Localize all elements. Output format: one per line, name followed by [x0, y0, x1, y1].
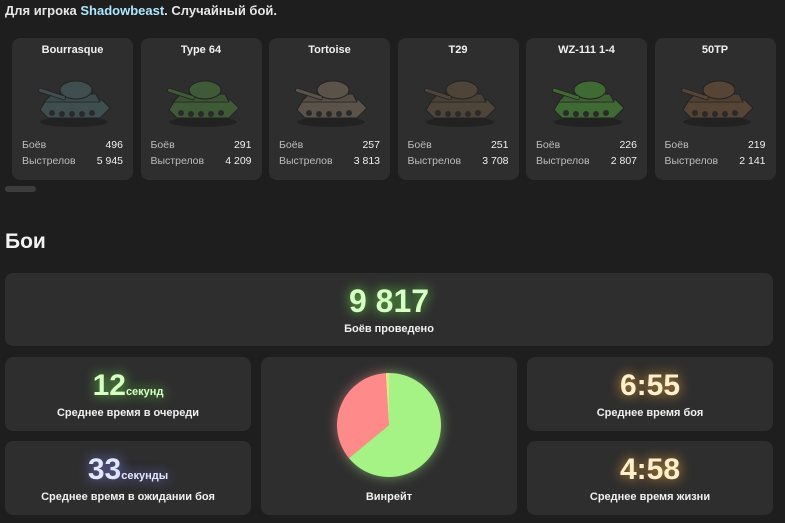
- tank-battles-row: Боёв 226: [536, 139, 637, 151]
- tank-battles-label: Боёв: [536, 139, 561, 151]
- tank-shots-label: Выстрелов: [407, 155, 462, 167]
- wait-time-value: 33: [87, 453, 122, 486]
- tank-shots-label: Выстрелов: [536, 155, 590, 167]
- tank-shots-row: Выстрелов 3 708: [408, 155, 509, 167]
- tank-battles-row: Боёв 496: [22, 139, 123, 151]
- battle-time-label: Среднее время боя: [596, 407, 704, 419]
- tank-card[interactable]: 50TP Боёв 219 Выстрелов 2 141: [654, 38, 776, 180]
- wait-time-unit: секунды: [121, 470, 169, 482]
- tank-card[interactable]: T29 Боёв 251 Выстрелов 3 708: [397, 38, 519, 180]
- tank-shots-label: Выстрелов: [279, 155, 333, 167]
- tank-shots-value: 3 813: [353, 155, 380, 167]
- tank-name: Type 64: [180, 44, 222, 56]
- queue-time-card: 12секунд Среднее время в очереди: [5, 357, 251, 431]
- battles-total-card: 9 817 Боёв проведено: [5, 273, 773, 346]
- tank-name: Tortoise: [308, 44, 351, 56]
- tank-name: WZ-111 1-4: [558, 44, 615, 56]
- tank-shots-value: 4 209: [225, 155, 252, 167]
- page-header: Для игрока Shadowbeast. Случайный бой.: [5, 3, 277, 18]
- queue-time-unit: секунд: [125, 386, 164, 398]
- tank-battles-row: Боёв 219: [665, 139, 766, 151]
- life-time-value: 4:58: [619, 453, 681, 486]
- tank-battles-label: Боёв: [279, 139, 304, 151]
- carousel-scrollbar[interactable]: [5, 186, 36, 192]
- wait-time-value-wrap: 33секунды: [5, 453, 251, 487]
- queue-time-value-wrap: 12секунд: [5, 369, 251, 403]
- winrate-label: Винрейт: [365, 491, 413, 503]
- tank-battles-value: 291: [233, 139, 252, 151]
- wait-time-label: Среднее время в ожидании боя: [41, 491, 215, 503]
- battle-time-value: 6:55: [619, 369, 681, 402]
- tank-image: [166, 80, 240, 127]
- header-suffix: . Случайный бой.: [164, 3, 278, 18]
- tank-battles-row: Боёв 257: [279, 139, 380, 151]
- tank-shots-row: Выстрелов 4 209: [151, 155, 252, 167]
- tank-battles-value: 226: [619, 139, 637, 151]
- winrate-win-slice: [348, 373, 441, 477]
- tank-image: [680, 80, 754, 127]
- tank-name: Bourrasque: [41, 44, 104, 56]
- tank-shots-row: Выстрелов 2 807: [536, 155, 637, 167]
- tank-battles-row: Боёв 251: [408, 139, 509, 151]
- tank-battles-value: 257: [362, 139, 380, 151]
- tank-image: [295, 80, 368, 127]
- winrate-draw-slice: [385, 373, 389, 425]
- tank-shots-label: Выстрелов: [150, 155, 205, 167]
- winrate-card: Винрейт: [261, 357, 517, 515]
- tank-shots-value: 5 945: [96, 155, 123, 167]
- player-name-link[interactable]: Shadowbeast: [80, 3, 165, 18]
- queue-time-value: 12: [92, 369, 126, 402]
- tank-image: [38, 80, 111, 127]
- tank-card[interactable]: Type 64 Боёв 291 Выстрелов 4 209: [140, 38, 262, 180]
- tank-card[interactable]: WZ-111 1-4 Боёв 226 Выстрелов 2 807: [526, 38, 647, 180]
- tank-card[interactable]: Bourrasque Боёв 496 Выстрелов 5 945: [12, 38, 133, 180]
- tank-battles-value: 496: [105, 139, 123, 151]
- tank-battles-value: 251: [490, 139, 509, 151]
- tank-battles-label: Боёв: [22, 139, 47, 151]
- tank-name: 50TP: [701, 44, 729, 56]
- tank-shots-row: Выстрелов 2 141: [665, 155, 766, 167]
- tank-name: T29: [448, 44, 468, 56]
- tank-shots-row: Выстрелов 5 945: [22, 155, 123, 167]
- life-time-label: Среднее время жизни: [589, 491, 711, 503]
- tank-battles-label: Боёв: [150, 139, 175, 151]
- battles-total-value: 9 817: [348, 283, 430, 319]
- header-prefix: Для игрока: [5, 3, 77, 18]
- tank-shots-value: 2 141: [739, 155, 766, 167]
- tank-shots-value: 3 708: [482, 155, 509, 167]
- life-time-card: 4:58 Среднее время жизни: [527, 441, 773, 515]
- winrate-pie-chart: [337, 373, 441, 477]
- tank-shots-label: Выстрелов: [664, 155, 719, 167]
- battle-time-card: 6:55 Среднее время боя: [527, 357, 773, 431]
- tank-battles-value: 219: [747, 139, 766, 151]
- tank-shots-row: Выстрелов 3 813: [279, 155, 380, 167]
- tank-image: [552, 80, 625, 127]
- tank-shots-value: 2 807: [610, 155, 637, 167]
- tank-shots-label: Выстрелов: [22, 155, 76, 167]
- tank-battles-label: Боёв: [407, 139, 432, 151]
- wait-time-card: 33секунды Среднее время в ожидании боя: [5, 441, 251, 515]
- tank-battles-row: Боёв 291: [151, 139, 252, 151]
- tank-carousel[interactable]: Bourrasque Боёв 496 Выстрелов 5 945 Type 64 Бо…: [12, 38, 785, 180]
- battles-total-label: Боёв проведено: [344, 323, 434, 335]
- section-title-battles: Бои: [5, 230, 46, 253]
- tank-card[interactable]: Tortoise Боёв 257 Выстрелов 3 813: [269, 38, 390, 180]
- tank-battles-label: Боёв: [664, 139, 689, 151]
- tank-image: [423, 80, 497, 127]
- queue-time-label: Среднее время в очереди: [56, 407, 200, 419]
- winrate-loss-slice: [337, 373, 389, 459]
